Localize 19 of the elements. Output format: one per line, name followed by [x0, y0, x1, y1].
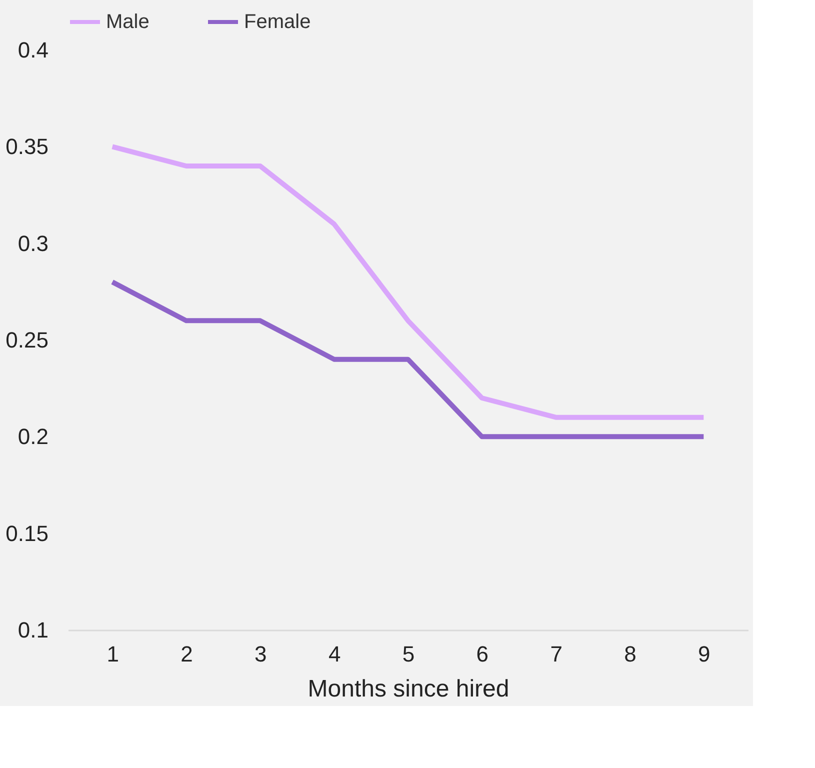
y-tick-label: 0.4 [18, 38, 48, 62]
x-tick-label: 1 [106, 642, 119, 666]
x-tick-label: 7 [550, 642, 562, 666]
y-tick-label: 0.2 [18, 424, 48, 450]
y-tick-label: 0.25 [6, 328, 48, 352]
legend-label: Male [106, 11, 150, 33]
legend-label: Female [244, 11, 311, 33]
x-tick-label: 2 [180, 642, 193, 666]
y-tick-label: 0.1 [18, 618, 48, 642]
x-tick-label: 6 [476, 642, 489, 666]
x-tick-label: 3 [254, 642, 267, 666]
x-tick-label: 9 [698, 642, 710, 666]
y-tick-label: 0.15 [6, 520, 48, 546]
x-tick-label: 4 [328, 642, 341, 666]
y-tick-label: 0.3 [18, 230, 48, 256]
y-tick-label: 0.35 [6, 134, 48, 160]
x-tick-label: 8 [624, 642, 636, 666]
x-axis-title: Months since hired [308, 676, 510, 702]
x-tick-label: 5 [402, 642, 415, 666]
